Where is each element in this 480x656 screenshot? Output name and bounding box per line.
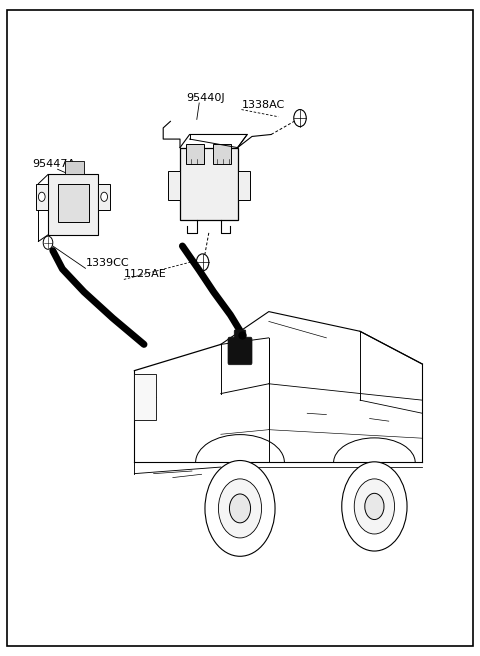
FancyBboxPatch shape — [234, 330, 246, 340]
Circle shape — [365, 493, 384, 520]
Bar — [98, 184, 110, 210]
Circle shape — [196, 254, 209, 271]
Circle shape — [229, 494, 251, 523]
Text: 95447A: 95447A — [33, 159, 76, 169]
Bar — [168, 171, 180, 200]
Circle shape — [342, 462, 407, 551]
FancyBboxPatch shape — [228, 337, 252, 365]
Circle shape — [38, 192, 45, 201]
Circle shape — [101, 192, 108, 201]
Bar — [36, 184, 48, 210]
Text: 95440J: 95440J — [186, 93, 225, 103]
Bar — [48, 174, 98, 235]
Text: 1338AC: 1338AC — [241, 100, 285, 110]
Bar — [134, 374, 156, 420]
Circle shape — [354, 479, 395, 534]
Circle shape — [218, 479, 262, 538]
Circle shape — [294, 110, 306, 127]
Bar — [186, 144, 204, 164]
Bar — [58, 184, 89, 222]
Bar — [180, 148, 238, 220]
Circle shape — [205, 461, 275, 556]
Circle shape — [43, 236, 53, 249]
Bar — [65, 161, 84, 174]
Text: 1125AE: 1125AE — [124, 270, 167, 279]
Bar — [213, 144, 231, 164]
Bar — [238, 171, 250, 200]
Text: 1339CC: 1339CC — [85, 258, 129, 268]
